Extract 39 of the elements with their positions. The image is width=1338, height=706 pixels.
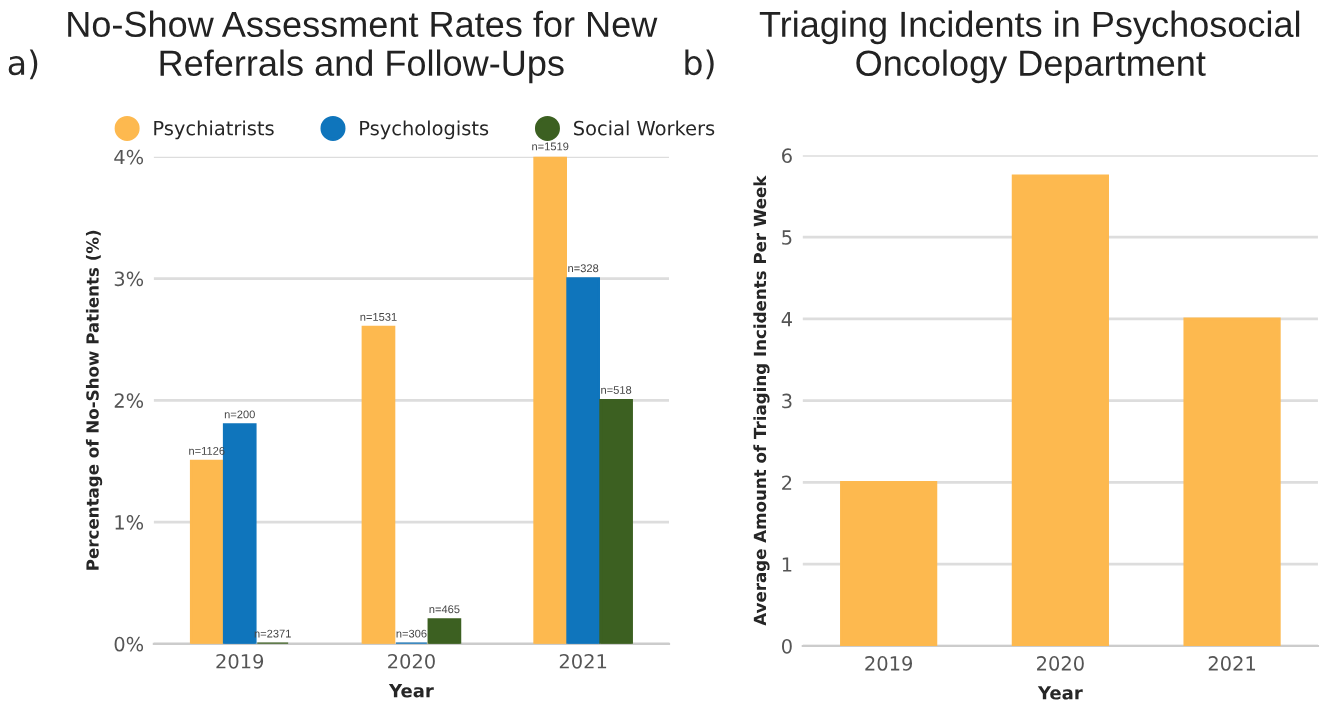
legend-label: Psychiatrists xyxy=(154,120,274,140)
bar xyxy=(1011,174,1109,646)
bar xyxy=(427,618,462,644)
y-tick-label: 1% xyxy=(115,515,144,530)
y-axis-title: Percentage of No-Show Patients (%) xyxy=(85,230,103,570)
x-tick-label: 2021 xyxy=(1208,656,1256,671)
y-tick-label: 2% xyxy=(114,393,144,408)
bar xyxy=(533,156,568,644)
x-tick-label: 2020 xyxy=(388,653,435,669)
y-tick-label: 3 xyxy=(782,393,792,409)
bar xyxy=(189,459,224,644)
chart-title: No-Show Assessment Rates for New Referrals and Follow-Ups xyxy=(68,10,658,84)
legend-label: Psychologists xyxy=(360,120,489,140)
bar xyxy=(361,325,396,644)
text: a) xyxy=(8,49,38,80)
y-tick-label: 6 xyxy=(782,148,792,163)
bar xyxy=(222,423,257,644)
y-tick-label: 4% xyxy=(114,149,144,165)
chart-title: Triaging Incidents in Psychosocial Oncology Department xyxy=(759,10,1300,84)
y-tick-label: 2 xyxy=(782,475,792,490)
y-axis-title: Average Amount of Triaging Incidents Per Week xyxy=(753,175,770,626)
x-tick-label: 2019 xyxy=(216,653,264,669)
x-tick-label: 2019 xyxy=(865,656,913,671)
bar xyxy=(1183,317,1281,646)
x-axis-title: Year xyxy=(1037,686,1083,700)
x-tick-label: 2020 xyxy=(1037,656,1084,671)
y-tick-label: 5 xyxy=(782,230,792,245)
bar xyxy=(840,481,938,646)
y-tick-label: 1 xyxy=(782,557,792,572)
y-tick-label: 0% xyxy=(114,636,144,652)
bar xyxy=(599,398,633,644)
y-tick-label: 3% xyxy=(114,271,144,287)
y-tick-label: 0 xyxy=(781,638,792,654)
y-tick-label: 4 xyxy=(781,312,792,327)
text: b) xyxy=(685,49,714,80)
bar xyxy=(566,277,600,644)
x-axis-title: Year xyxy=(388,684,434,698)
legend-label: Social Workers xyxy=(574,120,715,136)
x-tick-label: 2021 xyxy=(559,653,607,669)
